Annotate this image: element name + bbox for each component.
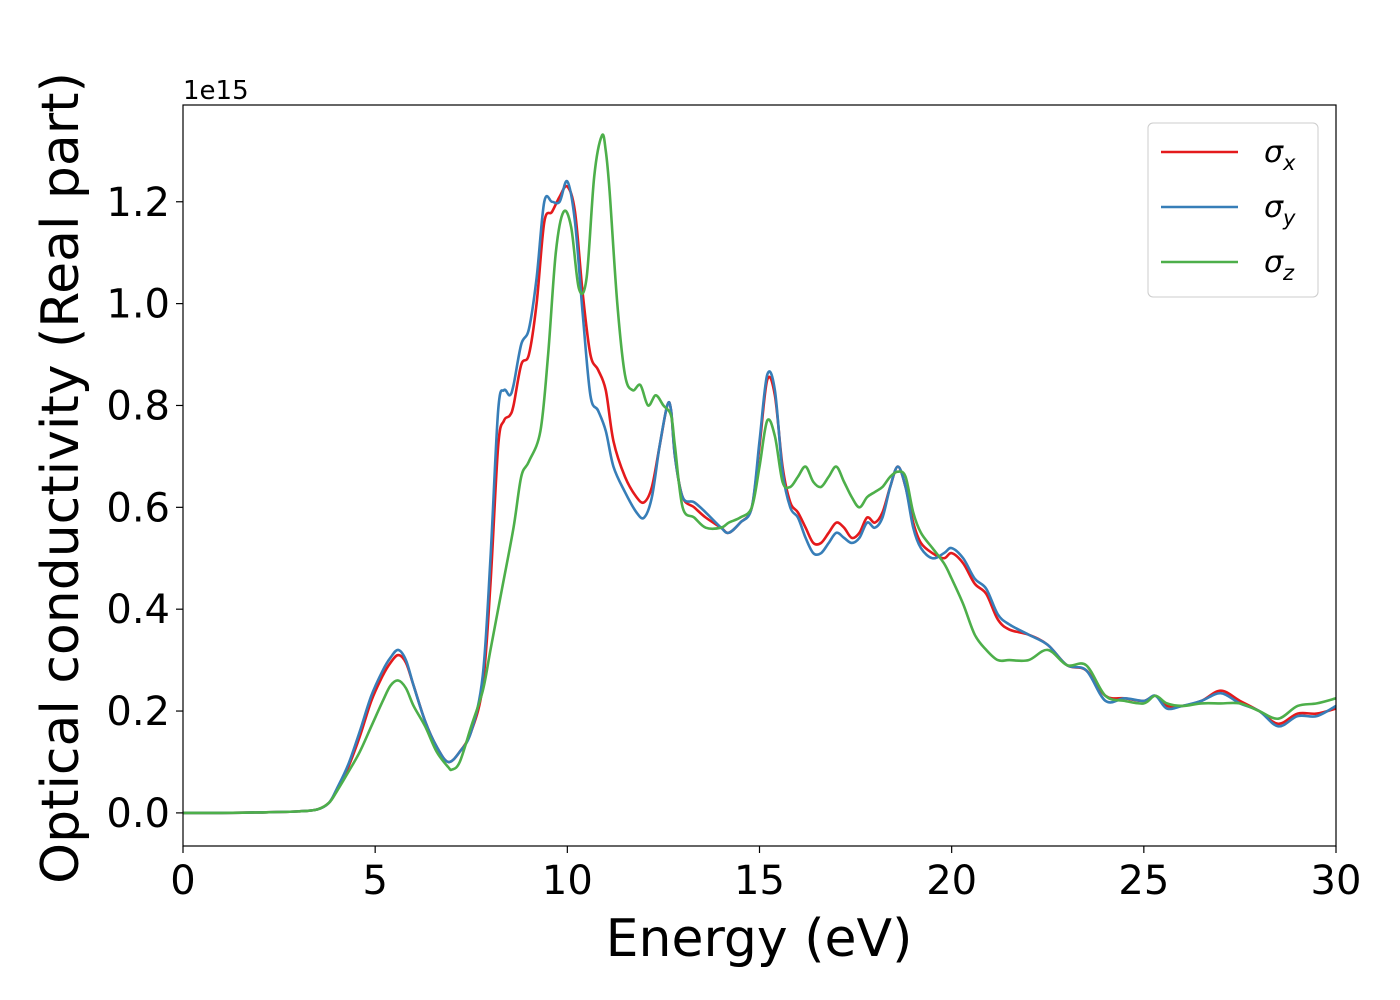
series-layer xyxy=(183,133,1336,815)
legend-label-x: σx xyxy=(1264,135,1296,175)
y-offset-label: 1e15 xyxy=(183,76,249,106)
legend-symbol: σ xyxy=(1264,190,1284,225)
x-tick-label: 5 xyxy=(362,858,387,904)
legend-symbol: σ xyxy=(1264,135,1284,170)
legend-subscript: x xyxy=(1282,151,1296,175)
y-tick-label: 0.6 xyxy=(106,485,170,531)
x-tick-label: 10 xyxy=(542,858,593,904)
legend-symbol: σ xyxy=(1264,245,1284,280)
x-axis-title: Energy (eV) xyxy=(606,909,913,969)
y-axis-ticks: 0.0 0.2 0.4 0.6 0.8 1.0 1.2 xyxy=(106,180,183,837)
legend-subscript: y xyxy=(1282,206,1296,230)
y-tick-label: 1.0 xyxy=(106,282,170,328)
x-tick-label: 30 xyxy=(1311,858,1362,904)
y-tick-label: 0.2 xyxy=(106,689,170,735)
legend-label-y: σy xyxy=(1264,190,1296,230)
y-tick-label: 0.0 xyxy=(106,791,170,837)
legend-subscript: z xyxy=(1282,261,1295,285)
series-line-z xyxy=(183,133,1336,815)
y-tick-label: 0.4 xyxy=(106,587,170,633)
x-tick-label: 20 xyxy=(926,858,977,904)
x-axis-ticks: 0 5 10 15 20 25 30 xyxy=(170,846,1361,904)
legend-label-z: σz xyxy=(1264,245,1295,285)
y-tick-label: 1.2 xyxy=(106,180,170,226)
x-tick-label: 15 xyxy=(734,858,785,904)
y-axis-title: Optical conductivity (Real part) xyxy=(31,72,91,884)
x-tick-label: 0 xyxy=(170,858,195,904)
legend-frame xyxy=(1147,122,1319,298)
y-tick-label: 0.8 xyxy=(106,383,170,429)
x-tick-label: 25 xyxy=(1118,858,1169,904)
